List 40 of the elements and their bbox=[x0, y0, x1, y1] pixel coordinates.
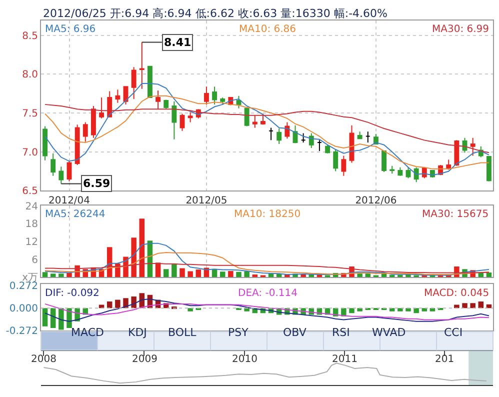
annotation: PSY bbox=[228, 326, 249, 339]
series-label: MACD: 0.045 bbox=[424, 288, 490, 299]
text: MA10: 18250 bbox=[234, 209, 301, 220]
text: MA5: 6.96 bbox=[45, 24, 96, 35]
y-tick-label: 0.272 bbox=[9, 281, 38, 292]
annotation: KDJ bbox=[128, 326, 147, 339]
y-tick-label: 0.000 bbox=[9, 304, 38, 315]
x-tick-label: 2009 bbox=[132, 354, 158, 365]
y-tick-label: -0.272 bbox=[6, 326, 38, 338]
annotation: 8.41 bbox=[164, 36, 192, 49]
annotation: CCI bbox=[444, 326, 463, 339]
annotation: 6.59 bbox=[83, 177, 110, 190]
x-tick-label: 201 bbox=[435, 354, 454, 365]
series-label: DEA: -0.114 bbox=[238, 288, 298, 299]
y-tick-label: 18 bbox=[25, 219, 38, 230]
x-tick-label: 2008 bbox=[31, 354, 56, 365]
y-tick-label: 6 bbox=[32, 254, 38, 266]
y-tick-label: 6.5 bbox=[22, 186, 38, 198]
y-tick-label: 7.5 bbox=[22, 108, 38, 120]
text: MA30: 6.99 bbox=[432, 24, 490, 35]
text: MA30: 15675 bbox=[422, 209, 489, 220]
annotation: MACD bbox=[71, 326, 104, 339]
annotation: BOLL bbox=[168, 326, 198, 339]
text: MA10: 6.86 bbox=[239, 24, 296, 35]
y-tick-label: 12 bbox=[25, 237, 38, 248]
series-label: DIF: -0.092 bbox=[45, 288, 100, 299]
x-tick-label: 2011 bbox=[332, 354, 358, 365]
chart-title: 2012/06/25 开:6.94 高:6.94 低:6.62 收:6.63 量:16330 幅:-4.60% bbox=[43, 7, 388, 20]
annotation: RSI bbox=[332, 326, 350, 339]
annotation: WVAD bbox=[372, 326, 406, 339]
x-tick-label: 2010 bbox=[232, 354, 258, 365]
x-tick-label: 2012/05 bbox=[186, 196, 228, 207]
y-tick-label: 8.5 bbox=[22, 30, 38, 42]
text: MA5: 26244 bbox=[45, 209, 106, 220]
x-tick-label: 2012/06 bbox=[355, 196, 397, 207]
x-tick-label: 2012/04 bbox=[48, 196, 90, 207]
y-tick-label: 7.0 bbox=[22, 147, 38, 158]
annotation: OBV bbox=[283, 326, 307, 339]
y-tick-label: 24 bbox=[25, 201, 38, 212]
y-tick-label: 8.0 bbox=[22, 70, 38, 81]
